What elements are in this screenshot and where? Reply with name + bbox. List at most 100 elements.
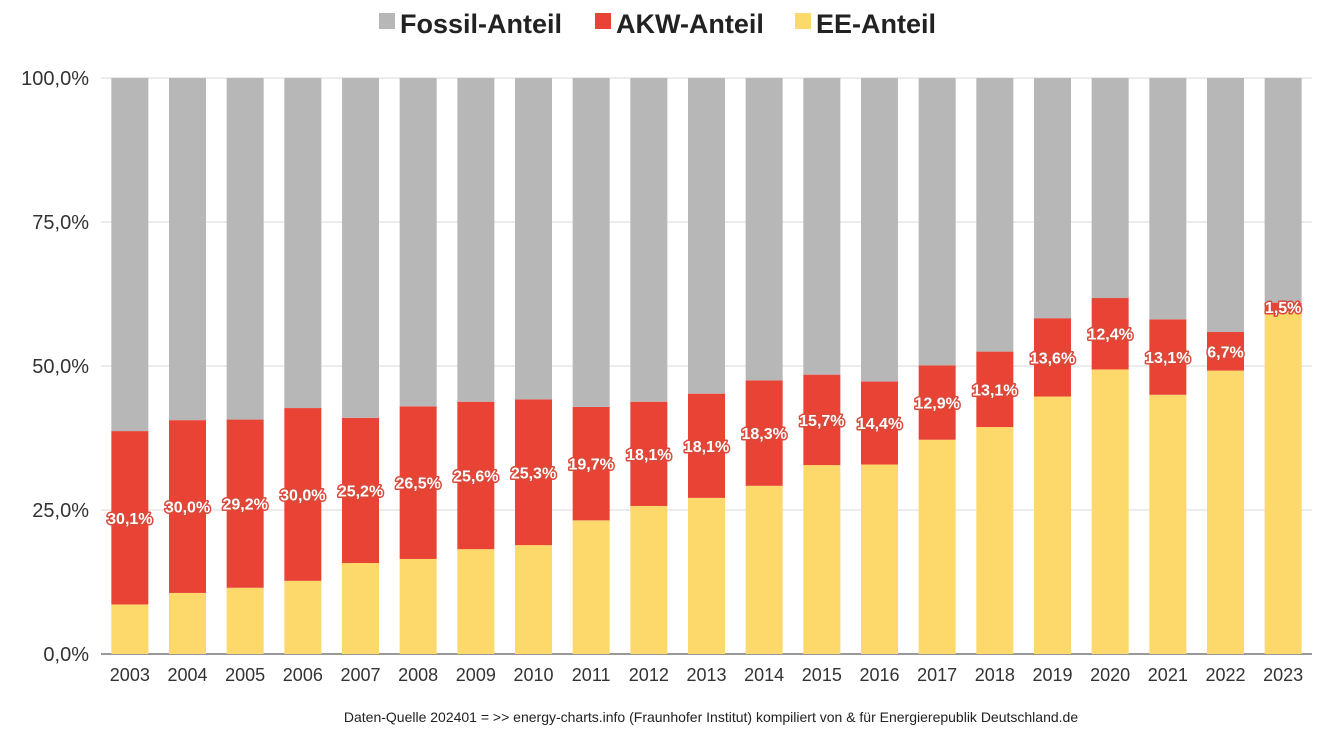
x-axis: 2003 2004 2005 2006 2007 2008 2009 2010 2011 2012…	[110, 665, 1303, 685]
bar-akw-anteil-2019	[1034, 318, 1071, 397]
bar-ee-anteil-2006	[284, 580, 322, 654]
legend-label-ee: EE-Anteil	[816, 9, 936, 39]
x-tick-label: 2018	[975, 665, 1015, 685]
source-note: Daten-Quelle 202401 = >> energy-charts.i…	[344, 709, 1078, 725]
bar-ee-anteil-2022	[1207, 370, 1244, 654]
bar-fossil-anteil-2020	[1091, 78, 1129, 299]
bar-fossil-anteil-2017	[918, 78, 956, 366]
x-tick-label: 2021	[1148, 665, 1188, 685]
bar-ee-anteil-2008	[399, 558, 437, 654]
bar-ee-anteil-2020	[1091, 369, 1129, 654]
y-tick-label: 100,0%	[21, 68, 89, 90]
bar-akw-anteil-2009	[457, 401, 495, 550]
data-label-akw-2020: 12,4%	[1087, 327, 1132, 344]
data-label-akw-2018: 13,1%	[972, 382, 1017, 399]
x-tick-label: 2003	[110, 665, 150, 685]
x-tick-label: 2013	[686, 665, 726, 685]
x-tick-label: 2019	[1032, 665, 1072, 685]
bar-ee-anteil-2009	[457, 549, 495, 654]
x-tick-label: 2017	[917, 665, 957, 685]
bar-akw-anteil-2016	[861, 381, 898, 465]
data-labels: 30,1% 30,0% 29,2% 30,0% 25,2% 26,5% 25,6% 25,3%…	[106, 298, 1303, 529]
x-tick-label: 2005	[225, 665, 265, 685]
bar-fossil-anteil-2016	[861, 78, 898, 382]
bar-fossil-anteil-2007	[342, 78, 379, 418]
bar-akw-anteil-2015	[803, 374, 841, 466]
bar-ee-anteil-2023	[1264, 311, 1302, 654]
bar-fossil-anteil-2021	[1149, 78, 1187, 320]
bar-fossil-anteil-2015	[803, 78, 841, 375]
bar-akw-anteil-2011	[572, 406, 610, 521]
data-label-akw-2016: 14,4%	[857, 416, 902, 433]
bar-fossil-anteil-2022	[1207, 78, 1244, 333]
x-tick-label: 2009	[456, 665, 496, 685]
bar-ee-anteil-2019	[1034, 396, 1071, 654]
data-label-akw-2003: 30,1%	[107, 511, 152, 528]
bar-fossil-anteil-2005	[226, 78, 264, 420]
bar-ee-anteil-2014	[745, 485, 783, 654]
y-tick-label: 0,0%	[43, 644, 89, 666]
bar-ee-anteil-2017	[918, 439, 956, 654]
data-label-akw-2005: 29,2%	[222, 497, 267, 514]
chart-legend: Fossil-Anteil AKW-Anteil EE-Anteil	[379, 9, 936, 39]
bar-ee-anteil-2010	[515, 545, 552, 654]
data-label-akw-2011: 19,7%	[568, 457, 613, 474]
bar-akw-anteil-2010	[515, 399, 552, 546]
data-label-akw-2010: 25,3%	[511, 465, 556, 482]
bar-ee-anteil-2015	[803, 465, 841, 654]
x-tick-label: 2012	[629, 665, 669, 685]
y-axis: 0,0% 25,0% 50,0% 75,0% 100,0%	[21, 68, 89, 666]
x-tick-label: 2010	[513, 665, 553, 685]
bar-ee-anteil-2007	[342, 562, 379, 654]
bar-fossil-anteil-2003	[111, 78, 149, 432]
bar-fossil-anteil-2018	[976, 78, 1014, 352]
data-label-akw-2021: 13,1%	[1145, 350, 1190, 367]
legend-label-akw: AKW-Anteil	[616, 9, 764, 39]
bar-ee-anteil-2003	[111, 604, 149, 654]
data-label-akw-2012: 18,1%	[626, 447, 671, 464]
bar-akw-anteil-2017	[918, 365, 956, 440]
bar-akw-anteil-2008	[399, 406, 437, 559]
x-tick-label: 2014	[744, 665, 784, 685]
bar-akw-anteil-2007	[342, 417, 379, 563]
data-label-akw-2023: 1,5%	[1265, 300, 1301, 317]
bar-fossil-anteil-2013	[688, 78, 725, 394]
bar-fossil-anteil-2012	[630, 78, 668, 402]
bar-akw-anteil-2020	[1091, 298, 1129, 370]
bar-akw-anteil-2004	[169, 420, 206, 593]
legend-swatch-ee	[795, 13, 811, 29]
data-label-akw-2013: 18,1%	[684, 439, 729, 456]
legend-label-fossil: Fossil-Anteil	[400, 9, 562, 39]
bar-ee-anteil-2011	[572, 520, 610, 654]
data-label-akw-2008: 26,5%	[395, 476, 440, 493]
bar-fossil-anteil-2023	[1264, 78, 1302, 303]
bar-ee-anteil-2012	[630, 505, 668, 654]
bar-akw-anteil-2018	[976, 351, 1014, 428]
bar-akw-anteil-2012	[630, 401, 668, 506]
bar-fossil-anteil-2008	[399, 78, 437, 407]
bar-fossil-anteil-2019	[1034, 78, 1071, 319]
bar-ee-anteil-2004	[169, 592, 206, 654]
bar-akw-anteil-2023	[1264, 302, 1302, 312]
bar-fossil-anteil-2014	[745, 78, 783, 381]
x-tick-label: 2006	[283, 665, 323, 685]
x-tick-label: 2004	[167, 665, 207, 685]
bar-akw-anteil-2014	[745, 380, 783, 486]
data-label-akw-2017: 12,9%	[914, 396, 959, 413]
x-tick-label: 2015	[802, 665, 842, 685]
bar-ee-anteil-2005	[226, 587, 264, 654]
bar-fossil-anteil-2011	[572, 78, 610, 407]
data-label-akw-2009: 25,6%	[453, 468, 498, 485]
x-tick-label: 2008	[398, 665, 438, 685]
x-tick-label: 2020	[1090, 665, 1130, 685]
bar-fossil-anteil-2006	[284, 78, 322, 409]
data-label-akw-2007: 25,2%	[338, 483, 383, 500]
data-label-akw-2022: 6,7%	[1207, 344, 1243, 361]
data-label-akw-2014: 18,3%	[741, 426, 786, 443]
bar-ee-anteil-2018	[976, 427, 1014, 654]
data-label-akw-2015: 15,7%	[799, 413, 844, 430]
y-tick-label: 50,0%	[32, 356, 89, 378]
data-label-akw-2004: 30,0%	[165, 500, 210, 517]
bar-akw-anteil-2003	[111, 431, 149, 605]
